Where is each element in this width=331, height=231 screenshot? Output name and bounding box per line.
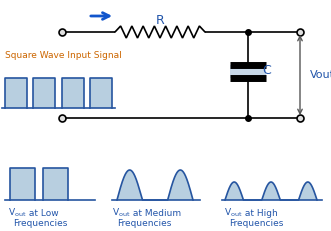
Polygon shape xyxy=(225,182,317,200)
Polygon shape xyxy=(117,170,193,200)
Text: at Low: at Low xyxy=(26,209,59,218)
Text: Frequencies: Frequencies xyxy=(117,219,171,228)
Text: R: R xyxy=(156,13,165,27)
Text: Square Wave Input Signal: Square Wave Input Signal xyxy=(5,52,122,61)
Bar xyxy=(90,78,112,108)
Bar xyxy=(10,168,35,200)
Text: at Medium: at Medium xyxy=(130,209,181,218)
Text: at High: at High xyxy=(242,209,278,218)
Text: $\mathregular{V_{out}}$: $\mathregular{V_{out}}$ xyxy=(112,207,130,219)
Bar xyxy=(5,78,27,108)
Bar xyxy=(230,65,266,78)
Bar xyxy=(43,168,68,200)
Text: Frequencies: Frequencies xyxy=(13,219,68,228)
Bar xyxy=(33,78,55,108)
Text: C: C xyxy=(262,64,271,76)
Text: $\mathregular{V_{out}}$: $\mathregular{V_{out}}$ xyxy=(8,207,26,219)
Bar xyxy=(62,78,84,108)
Text: Frequencies: Frequencies xyxy=(229,219,283,228)
Text: Vout: Vout xyxy=(310,70,331,80)
Text: $\mathregular{V_{out}}$: $\mathregular{V_{out}}$ xyxy=(224,207,243,219)
